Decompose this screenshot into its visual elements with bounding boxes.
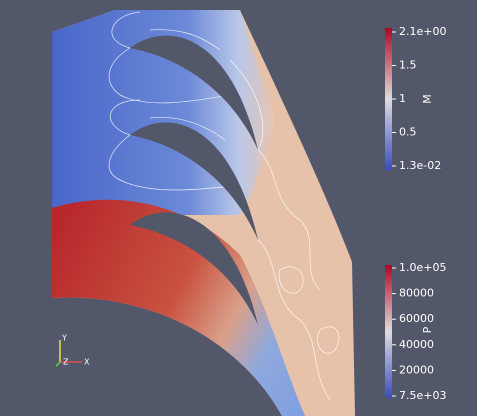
- colorbar-label: 1.5: [399, 59, 417, 72]
- colorbar-label: 60000: [399, 312, 434, 325]
- colorbar-label: 20000: [399, 363, 434, 376]
- colorbar-label: 1.0e+05: [399, 261, 446, 274]
- colorbar-p: [385, 265, 392, 398]
- colorbar-label: 7.5e+03: [399, 389, 446, 402]
- colorbar-label: 2.1e+00: [399, 25, 446, 38]
- colorbar-title: P: [421, 326, 434, 333]
- colorbar-label: 0.5: [399, 126, 417, 139]
- render-view: M P Y Z X 2.1e+00 1.5 1 0.5 1.3e-02 1.0e+05 80…: [0, 0, 477, 416]
- page: M P Y Z X 2.1e+00 1.5 1 0.5 1.3e-02 1.0e+05 80…: [0, 0, 477, 416]
- colorbar-label: 1: [399, 92, 406, 105]
- axis-label: Y: [61, 334, 67, 343]
- axis-label: X: [84, 358, 90, 367]
- orientation-axes: Y Z X: [56, 334, 90, 367]
- axis-z: [56, 362, 60, 366]
- colorbar-label: 1.3e-02: [399, 159, 441, 172]
- axis-label: Z: [63, 358, 69, 367]
- colorbar-title: M: [421, 94, 434, 104]
- colorbar-m: [385, 28, 392, 170]
- colorbar-label: 80000: [399, 287, 434, 300]
- colorbar-label: 40000: [399, 338, 434, 351]
